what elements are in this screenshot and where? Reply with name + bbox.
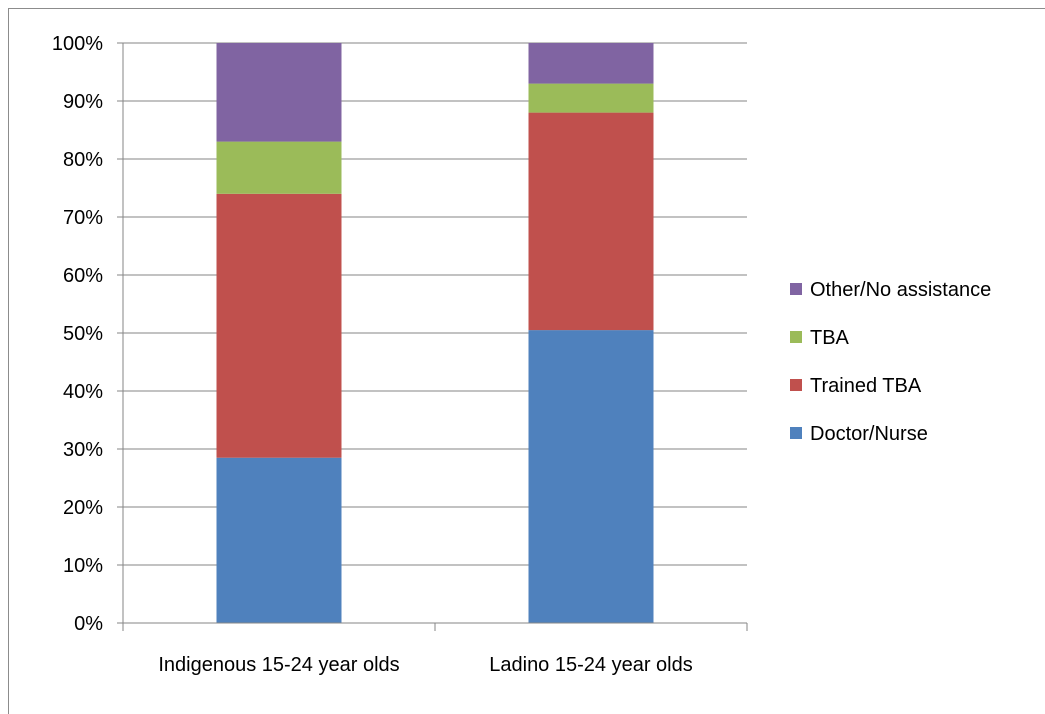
y-tick-label: 60% <box>63 265 103 287</box>
legend-swatch <box>790 331 802 343</box>
bar-segment-doctor-nurse <box>216 457 342 623</box>
y-tick-label: 90% <box>63 91 103 113</box>
legend-swatch <box>790 283 802 295</box>
legend: Other/No assistance TBA Trained TBA Doctor/… <box>790 279 991 445</box>
y-tick-label: 70% <box>63 207 103 229</box>
y-tick-label: 100% <box>52 33 103 55</box>
y-tick-label: 80% <box>63 149 103 171</box>
bar-segment-tba <box>216 141 342 194</box>
y-tick-label: 10% <box>63 555 103 577</box>
x-axis-category-labels: Indigenous 15-24 year olds Ladino 15-24 y… <box>158 654 692 676</box>
y-tick-label: 30% <box>63 439 103 461</box>
bar-segment-doctor-nurse <box>528 330 654 623</box>
axes <box>117 42 748 631</box>
legend-swatch <box>790 379 802 391</box>
legend-label: TBA <box>810 327 850 349</box>
bar-segment-other-no-assistance <box>528 43 654 84</box>
x-category-label: Indigenous 15-24 year olds <box>158 654 399 676</box>
legend-label: Other/No assistance <box>810 279 991 301</box>
y-tick-label: 20% <box>63 497 103 519</box>
bar-segment-trained-tba <box>216 193 342 458</box>
legend-label: Doctor/Nurse <box>810 423 928 445</box>
y-tick-label: 0% <box>74 613 103 635</box>
bar-segment-other-no-assistance <box>216 43 342 142</box>
y-tick-label: 50% <box>63 323 103 345</box>
bars <box>216 43 654 623</box>
legend-swatch <box>790 427 802 439</box>
bar-segment-tba <box>528 83 654 113</box>
y-axis-tick-labels: 0% 10% 20% 30% 40% 50% 60% 70% 80% 90% 100% <box>52 33 103 635</box>
bar-segment-trained-tba <box>528 112 654 331</box>
chart-frame <box>8 8 1045 714</box>
legend-label: Trained TBA <box>810 375 922 397</box>
y-tick-label: 40% <box>63 381 103 403</box>
x-category-label: Ladino 15-24 year olds <box>489 654 692 676</box>
